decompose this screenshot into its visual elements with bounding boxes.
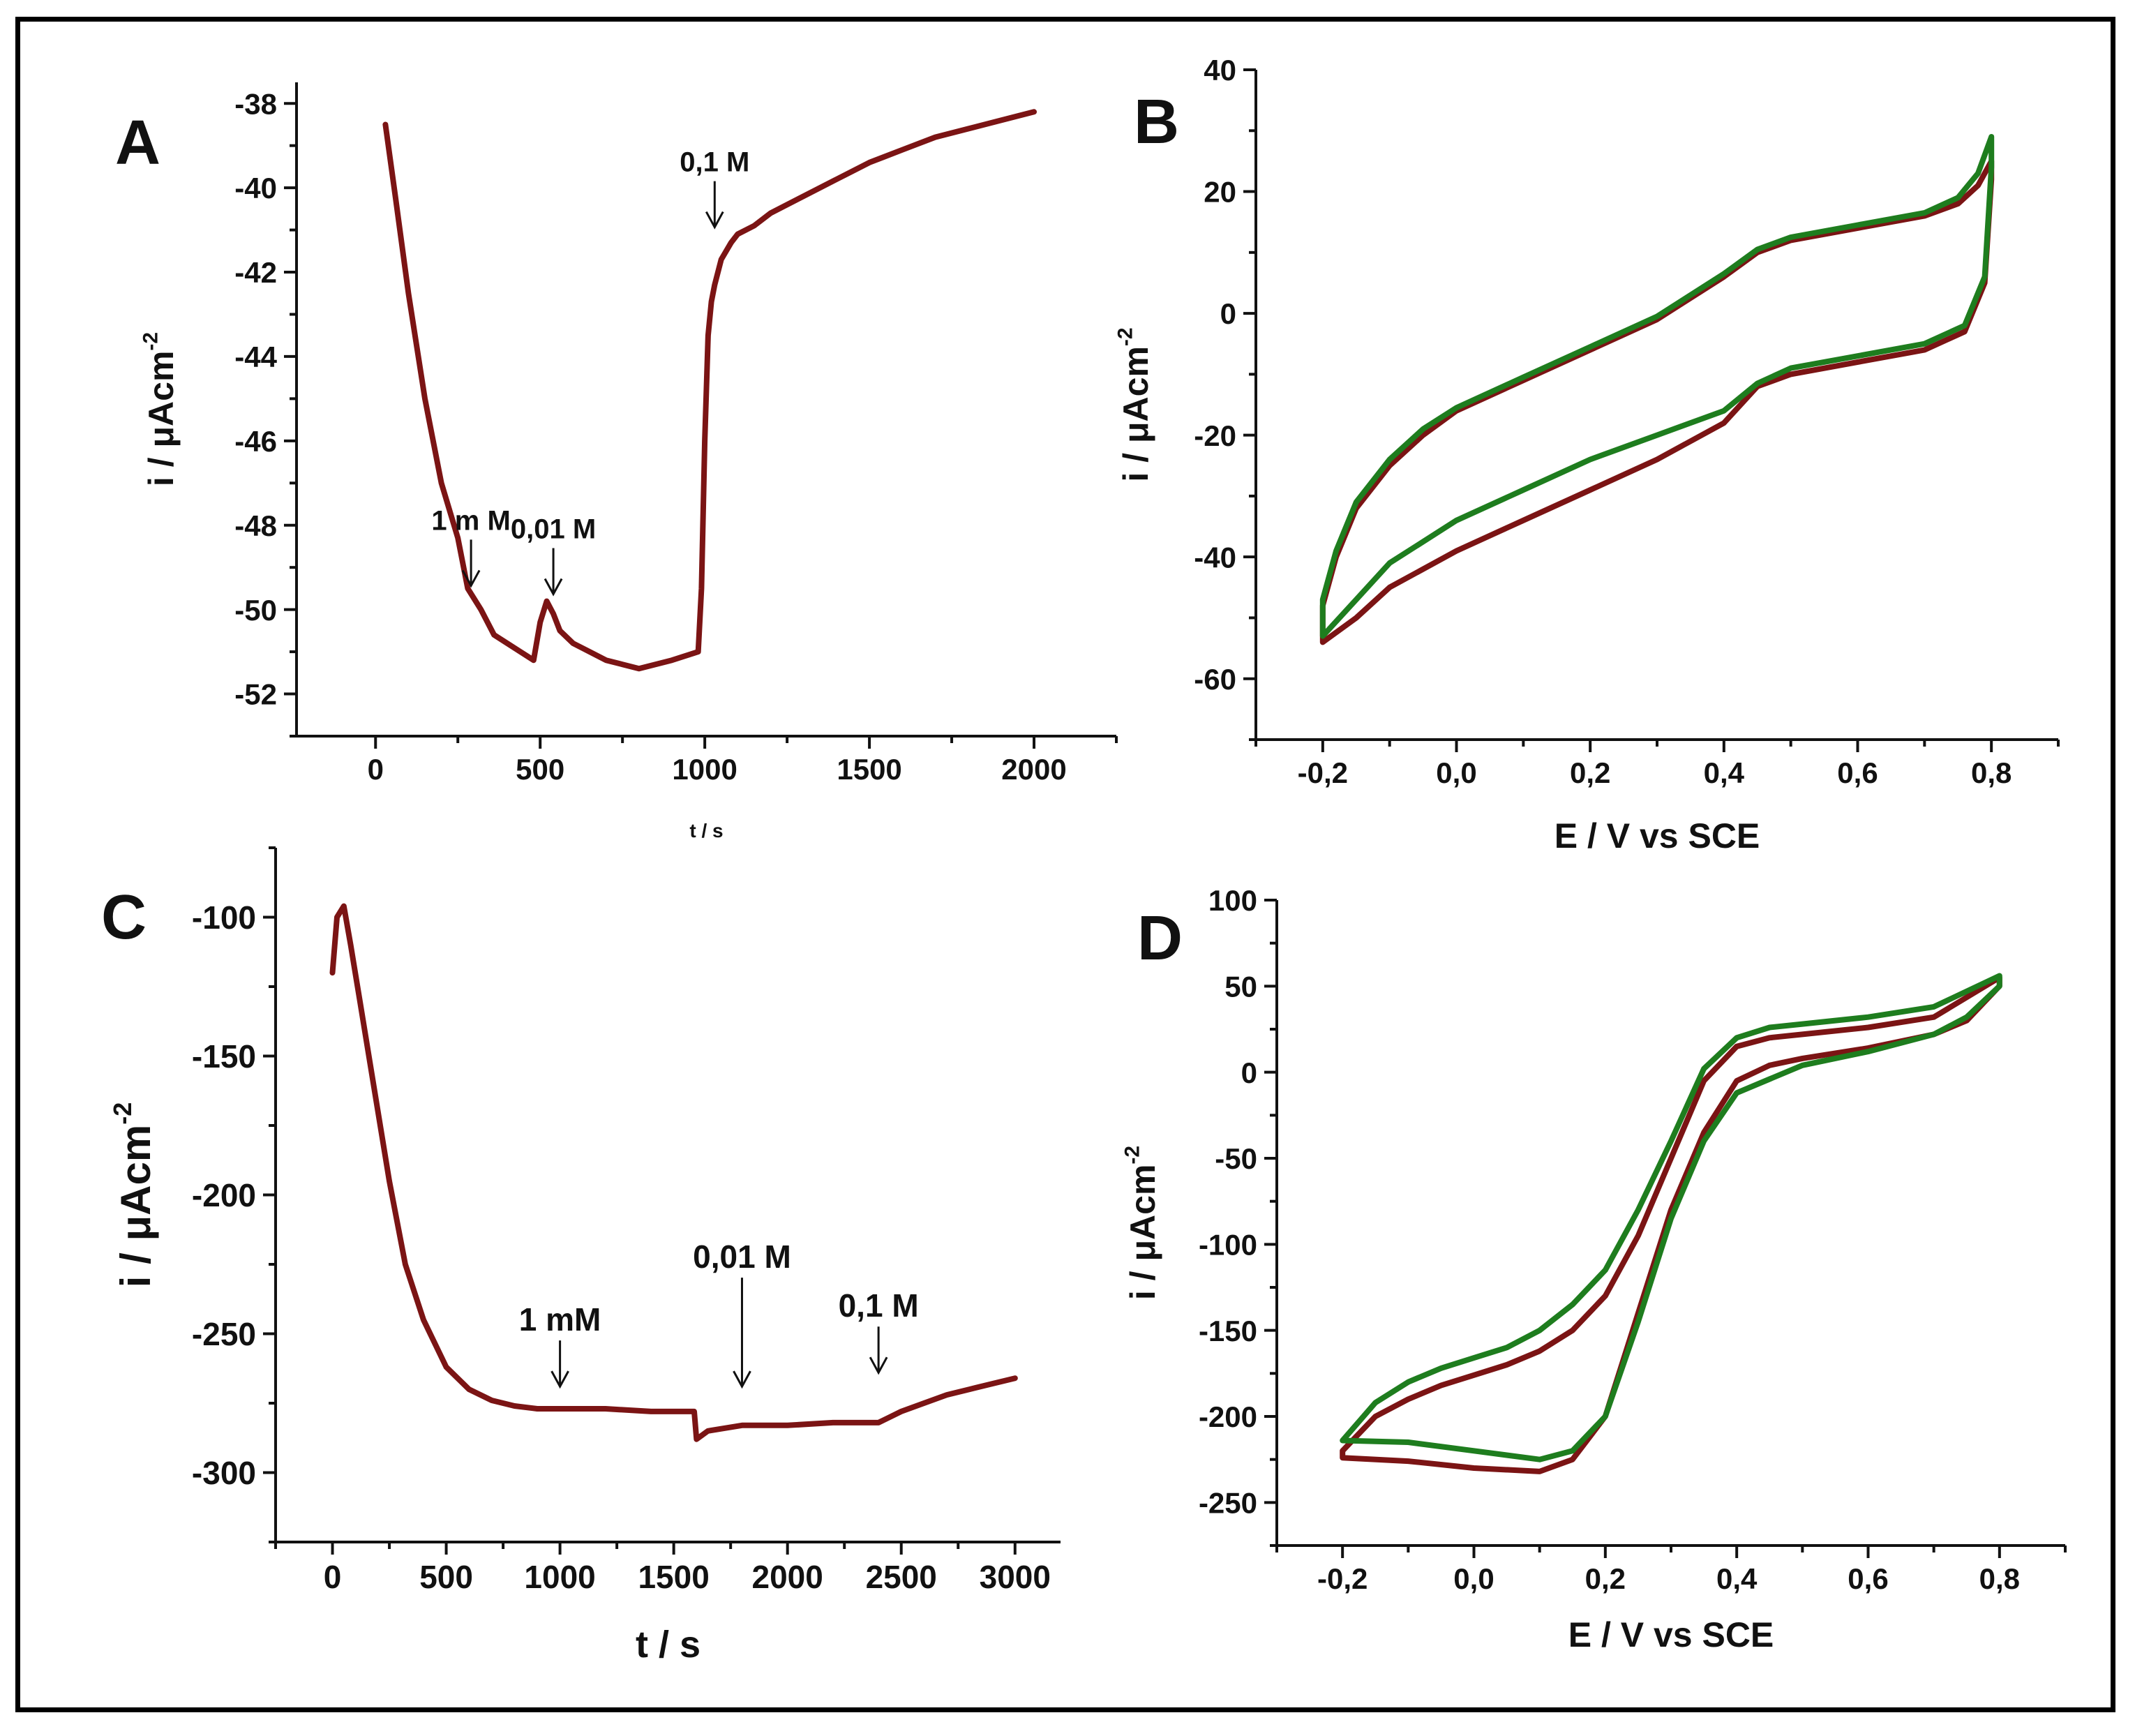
x-tick-label: 0,6 <box>1848 1562 1888 1595</box>
y-axis-title: i / μAcm-2 <box>1121 1146 1163 1300</box>
panel-b: -0,2 0,0 0,2 0,4 0,6 0,8 -60 -40 -20 0 20 40 E / V v… <box>1114 54 2060 855</box>
x-axis-title: E / V vs SCE <box>1555 816 1760 855</box>
x-tick-label: 0,2 <box>1570 756 1610 789</box>
y-axis-title-group: i / μAcm-2 <box>108 1102 159 1287</box>
x-tick-label: 0,4 <box>1704 756 1745 789</box>
annotation-label: 0,1 M <box>839 1287 919 1324</box>
annotation-label: 1 mM <box>519 1301 601 1338</box>
y-tick-label: -300 <box>192 1455 256 1491</box>
y-tick-label: -20 <box>1194 419 1236 452</box>
x-axis-title: t / s <box>689 820 723 841</box>
x-tick-label: 0,4 <box>1716 1562 1758 1595</box>
annotation-arrowhead <box>705 211 724 230</box>
annotation-arrowhead <box>461 569 481 588</box>
x-tick-label: 1500 <box>638 1559 709 1595</box>
x-tick-label: 0,6 <box>1837 756 1878 789</box>
x-tick-label: 0,8 <box>1979 1562 2020 1595</box>
x-tick-label: 2500 <box>866 1559 937 1595</box>
y-tick-label: -44 <box>234 341 277 373</box>
y-tick-label: -50 <box>1215 1142 1257 1175</box>
y-axis-title-text: i / μAcm <box>1123 1165 1162 1301</box>
x-tick-label: 0,0 <box>1453 1562 1494 1595</box>
y-tick-label: 20 <box>1204 176 1236 209</box>
x-axis-title: t / s <box>636 1624 701 1666</box>
y-tick-label: 0 <box>1220 297 1236 330</box>
y-axis-title-superscript: -2 <box>140 332 163 351</box>
annotation-label: 1 m M <box>431 505 510 536</box>
annotation-arrowhead <box>869 1356 888 1375</box>
y-axis-title: i / μAcm-2 <box>140 332 181 486</box>
y-axis-title-group: i / μAcm-2 <box>1114 327 1156 481</box>
series-cycle-green <box>1340 973 2002 1462</box>
y-tick-label: -150 <box>1199 1315 1257 1347</box>
series-chronoamperometry <box>382 109 1037 672</box>
y-axis-title-group: i / μAcm-2 <box>1121 1146 1163 1300</box>
y-tick-label: -100 <box>192 899 256 936</box>
y-axis-title-text: i / μAcm <box>142 351 181 487</box>
x-tick-label: 0,8 <box>1971 756 2012 789</box>
y-axis-title-superscript: -2 <box>108 1102 137 1125</box>
y-axis-title-text: i / μAcm <box>112 1125 159 1287</box>
y-tick-label: -100 <box>1199 1228 1257 1261</box>
y-tick-label: 0 <box>1241 1056 1257 1089</box>
panel-letter: D <box>1137 904 1183 973</box>
annotation-label: 0,1 M <box>680 147 749 178</box>
x-tick-label: 2000 <box>752 1559 823 1595</box>
y-axis-title-text: i / μAcm <box>1116 346 1155 482</box>
y-tick-label: -48 <box>234 509 277 542</box>
panel-letter: B <box>1134 87 1179 157</box>
y-tick-label: -42 <box>234 256 277 289</box>
panel-c: 0 500 1000 1500 2000 2500 3000 -300 -250 -200 -150… <box>101 846 1061 1666</box>
x-tick-label: 1500 <box>837 753 901 786</box>
series-cycle-red <box>1319 158 1995 645</box>
y-tick-label: -52 <box>234 678 277 711</box>
x-axis-title: E / V vs SCE <box>1568 1615 1774 1654</box>
y-tick-label: -200 <box>1199 1400 1257 1433</box>
annotation-arrowhead <box>544 578 563 597</box>
y-tick-label: -250 <box>192 1316 256 1352</box>
y-axis-title: i / μAcm-2 <box>1114 327 1156 481</box>
annotation-label: 0,01 M <box>511 514 596 545</box>
y-tick-label: 100 <box>1208 884 1257 917</box>
panel-letter: A <box>115 108 160 178</box>
series-chronoamperometry <box>329 903 1018 1442</box>
y-tick-label: -38 <box>234 87 277 120</box>
annotation-label: 0,01 M <box>693 1239 791 1275</box>
x-tick-label: 0 <box>368 753 384 786</box>
y-axis-title-superscript: -2 <box>1114 327 1137 346</box>
y-tick-label: -50 <box>234 594 277 627</box>
x-tick-label: -0,2 <box>1298 756 1348 789</box>
series-cycle-green <box>1319 134 1995 639</box>
x-tick-label: -0,2 <box>1317 1562 1368 1595</box>
x-tick-label: 500 <box>516 753 564 786</box>
y-axis-title: i / μAcm-2 <box>108 1102 159 1287</box>
x-tick-label: 1000 <box>524 1559 595 1595</box>
y-tick-label: -250 <box>1199 1486 1257 1519</box>
x-tick-label: 500 <box>419 1559 473 1595</box>
y-tick-label: -40 <box>234 172 277 204</box>
figure-frame <box>15 17 2115 1712</box>
y-tick-label: -40 <box>1194 541 1236 574</box>
y-axis-title-group: i / μAcm-2 <box>140 332 181 486</box>
panel-d: -0,2 0,0 0,2 0,4 0,6 0,8 -250 -200 -150 -100 -50 0 5… <box>1121 884 2067 1654</box>
x-tick-label: 2000 <box>1001 753 1066 786</box>
annotation-arrowhead <box>733 1370 751 1389</box>
panel-letter: C <box>101 883 147 952</box>
annotation-arrowhead <box>550 1370 569 1389</box>
x-tick-label: 0,0 <box>1436 756 1476 789</box>
y-tick-label: 40 <box>1204 54 1236 87</box>
panel-a: 0 500 1000 1500 2000 -52 -50 -48 -46 -44 -42 -40 -38… <box>115 82 1118 841</box>
x-tick-label: 3000 <box>980 1559 1051 1595</box>
y-tick-label: 50 <box>1224 970 1257 1003</box>
x-tick-label: 0,2 <box>1585 1562 1626 1595</box>
x-tick-label: 0 <box>324 1559 342 1595</box>
y-tick-label: -200 <box>192 1177 256 1213</box>
y-axis-title-superscript: -2 <box>1121 1146 1144 1165</box>
y-tick-label: -60 <box>1194 663 1236 696</box>
y-tick-label: -150 <box>192 1038 256 1075</box>
x-tick-label: 1000 <box>672 753 737 786</box>
y-tick-label: -46 <box>234 425 277 458</box>
